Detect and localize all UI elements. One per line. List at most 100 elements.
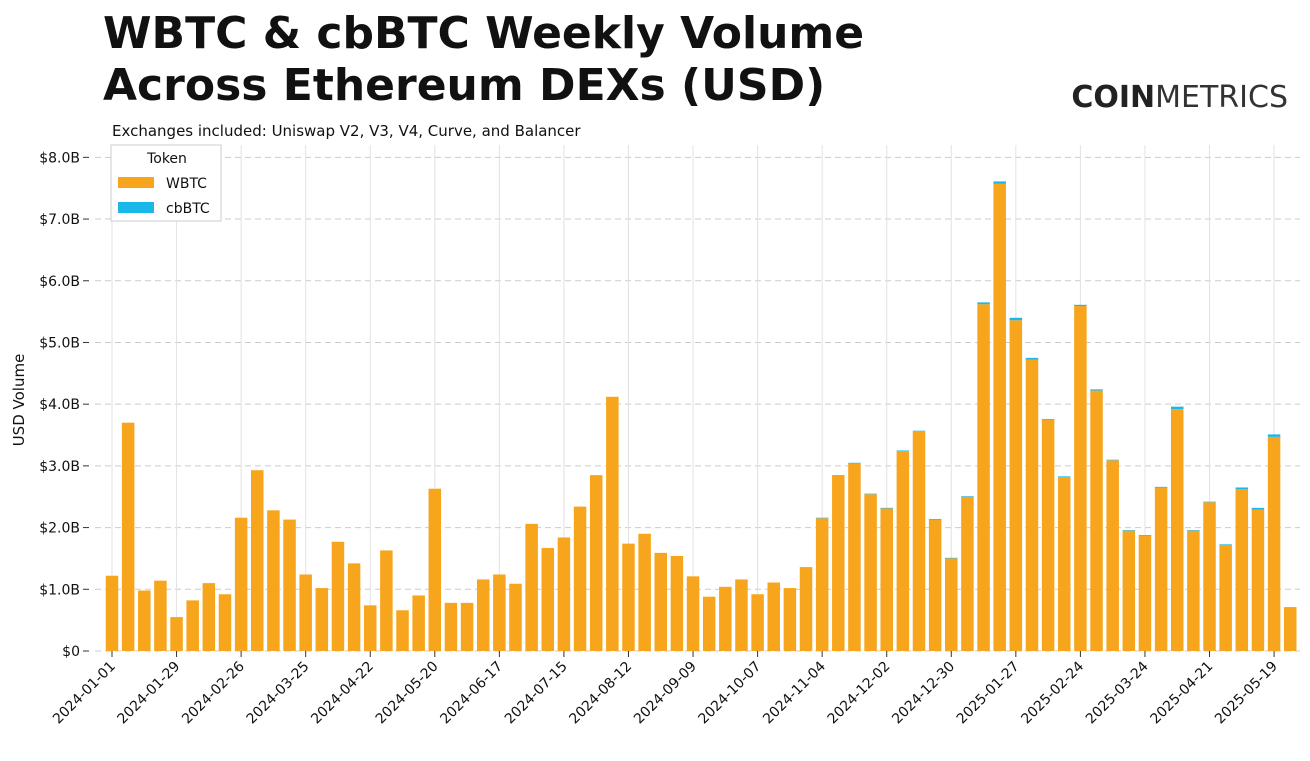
bar-segment (832, 475, 845, 651)
bar-segment (589, 475, 603, 651)
bar-segment (1074, 306, 1087, 651)
bar-segment (638, 533, 651, 651)
legend: Token WBTC cbBTC (110, 144, 222, 222)
x-tick-label: 2024-10-07 (696, 659, 765, 728)
x-tick-label: 2024-01-29 (115, 659, 184, 728)
x-tick-label: 2024-06-17 (437, 659, 506, 728)
bar-segment (218, 594, 232, 651)
bar-segment (1219, 544, 1232, 545)
x-tick-label: 2024-11-04 (760, 658, 829, 727)
bar-segment (509, 583, 522, 651)
bar-segment (396, 610, 409, 651)
y-tick-label: $7.0B (39, 212, 80, 228)
y-tick-label: $6.0B (39, 274, 80, 290)
bar-segment (380, 550, 393, 651)
bar-segment (993, 183, 1006, 651)
bar-segment (1187, 530, 1200, 531)
bar-segment (751, 594, 764, 651)
bar-segment (267, 510, 280, 651)
bar-segment (815, 517, 829, 519)
legend-label: WBTC (166, 176, 207, 192)
bar-segment (702, 596, 716, 651)
x-tick-label: 2024-08-12 (566, 659, 635, 728)
bar-segment (896, 451, 910, 651)
bar-segment (815, 518, 829, 651)
brand-bold: COIN (1071, 80, 1155, 115)
bar-segment (1251, 509, 1265, 651)
bar-segment (234, 517, 248, 651)
x-tick-label: 2024-01-01 (50, 659, 119, 728)
legend-title: Token (146, 151, 187, 167)
bar-segment (1219, 544, 1232, 651)
bar-segment (606, 396, 619, 651)
bar-segment (1267, 436, 1281, 651)
bar-segment (1009, 317, 1023, 321)
bar-segment (1025, 359, 1039, 651)
bar-segment (961, 496, 974, 651)
bar-segment (864, 494, 877, 651)
bar-segment (1009, 320, 1023, 651)
bar-segment (864, 493, 877, 495)
x-tick-label: 2024-12-30 (889, 659, 958, 728)
bar-segment (1074, 304, 1087, 307)
y-tick-label: $1.0B (39, 582, 80, 598)
bar-segment (961, 496, 974, 497)
bar-segment (138, 590, 151, 651)
bar-segment (347, 563, 361, 651)
bar-segment (1283, 607, 1297, 651)
chart-title: WBTC & cbBTC Weekly Volume (103, 8, 864, 59)
bar-segment (573, 506, 587, 651)
y-tick-label: $0 (62, 644, 80, 660)
bar-segment (1203, 501, 1216, 503)
bar-segment (460, 602, 474, 651)
bar-segment (1283, 607, 1297, 608)
bars (105, 181, 1297, 651)
bar-segment (654, 552, 668, 651)
bar-segment (363, 605, 377, 651)
bar-segment (1251, 507, 1265, 510)
bar-segment (928, 518, 942, 520)
bar-segment (315, 588, 329, 651)
bar-segment (1138, 535, 1152, 651)
legend-swatch (118, 202, 154, 213)
bar-segment (299, 574, 312, 651)
bar-segment (170, 617, 183, 651)
bar-segment (1041, 418, 1055, 420)
bar-segment (412, 595, 425, 651)
bar-segment (444, 602, 458, 651)
bar-segment (1235, 487, 1249, 490)
bar-segment (880, 508, 893, 651)
bar-segment (154, 580, 167, 651)
legend-label: cbBTC (166, 201, 210, 217)
bar-segment (493, 574, 506, 651)
bar-segment (1058, 476, 1071, 651)
bar-segment (1025, 357, 1039, 360)
x-tick-label: 2025-01-27 (954, 659, 1023, 728)
bar-segment (896, 450, 910, 452)
bar-segment (1106, 459, 1119, 461)
x-tick-label: 2025-03-24 (1083, 658, 1152, 727)
bar-segment (476, 579, 490, 651)
bar-segment (977, 302, 990, 305)
bar-segment (977, 304, 990, 651)
bar-segment (1154, 486, 1168, 488)
bar-segment (928, 519, 942, 651)
bar-segment (799, 567, 813, 651)
bar-segment (525, 523, 538, 651)
bar-segment (1235, 489, 1249, 651)
bar-segment (1122, 530, 1136, 651)
y-axis-label: USD Volume (10, 354, 28, 447)
x-tick-label: 2024-07-15 (502, 659, 571, 728)
bar-segment (848, 463, 861, 651)
x-tick-label: 2024-09-09 (631, 659, 700, 728)
bar-segment (331, 541, 345, 651)
legend-swatch (118, 177, 154, 188)
bar-segment (945, 558, 958, 651)
bar-segment (1138, 534, 1152, 536)
bar-segment (912, 430, 926, 432)
bar-segment (783, 588, 797, 651)
bar-segment (1041, 419, 1055, 651)
bar-segment (912, 431, 926, 651)
brand-logo: COINMETRICS (1071, 80, 1288, 115)
bar-segment (121, 422, 135, 651)
